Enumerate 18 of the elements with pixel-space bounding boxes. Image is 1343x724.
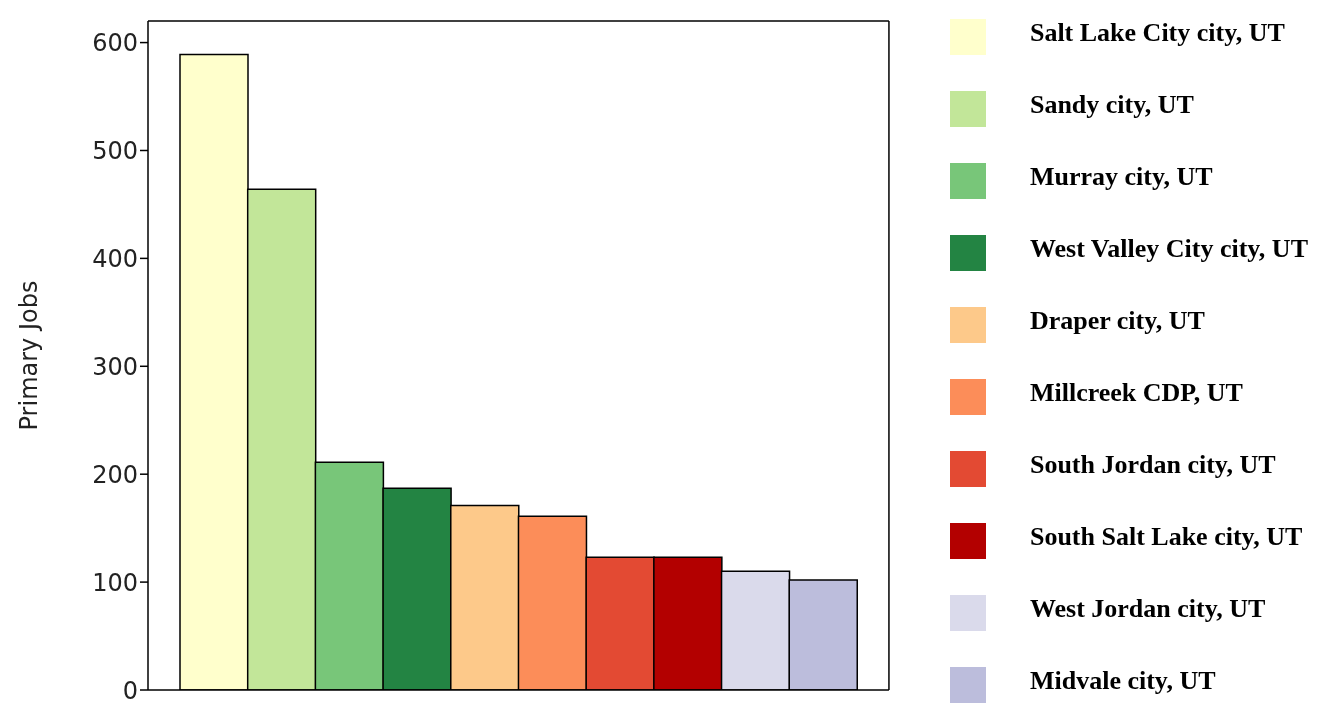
legend-label: South Salt Lake city, UT	[1029, 522, 1303, 551]
y-tick-label: 100	[92, 568, 138, 597]
y-tick-label: 0	[122, 676, 138, 705]
legend-label: Millcreek CDP, UT	[1029, 378, 1243, 407]
legend-label: Draper city, UT	[1029, 306, 1205, 335]
legend-label: West Jordan city, UT	[1029, 594, 1266, 623]
y-axis-title: Primary Jobs	[14, 280, 43, 431]
y-tick-label: 600	[92, 29, 138, 58]
y-tick-label: 200	[92, 460, 138, 489]
y-tick-label: 300	[92, 352, 138, 381]
legend-label: South Jordan city, UT	[1029, 450, 1276, 479]
y-tick-label: 500	[92, 137, 138, 165]
y-tick-label: 400	[92, 244, 138, 273]
legend-label: Midvale city, UT	[1029, 666, 1216, 695]
legend-label: Sandy city, UT	[1029, 90, 1194, 119]
legend-label: West Valley City city, UT	[1029, 234, 1308, 263]
legend-label: Murray city, UT	[1029, 162, 1213, 191]
legend-label: Salt Lake City city, UT	[1029, 18, 1285, 47]
